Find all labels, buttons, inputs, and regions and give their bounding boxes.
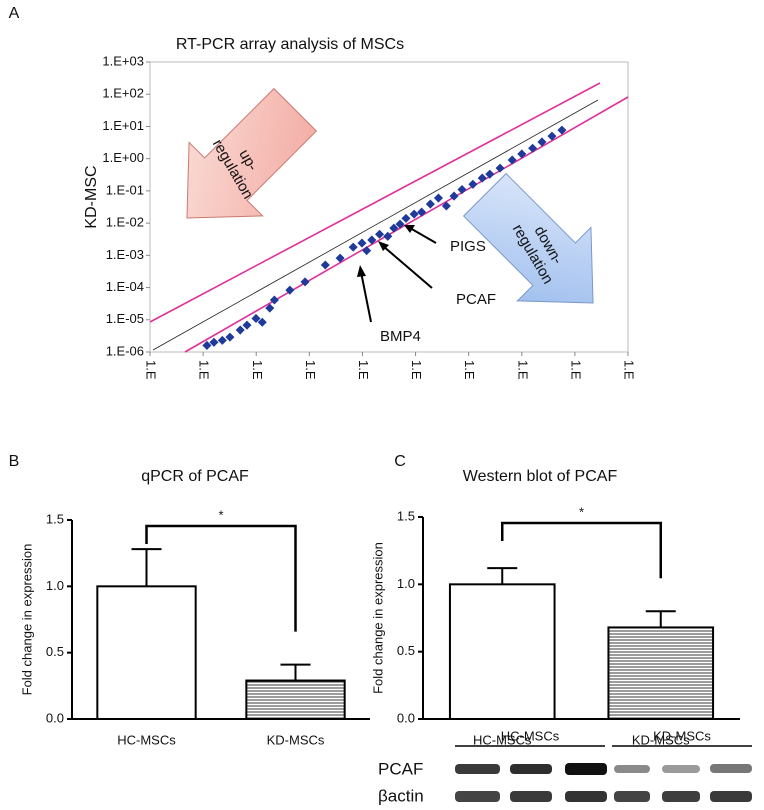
- x-tick-label: 1.E: [144, 360, 159, 380]
- y-tick-label: 1.E-04: [106, 279, 144, 294]
- y-tick-label: 1.E-02: [106, 215, 144, 230]
- x-tick-label: KD-MSCs: [267, 732, 325, 747]
- bar: [245, 679, 346, 721]
- data-point: [251, 313, 261, 323]
- chart-title: RT-PCR array analysis of MSCs: [176, 36, 404, 53]
- data-point: [375, 229, 385, 239]
- x-tick-label: 1.E: [303, 360, 318, 380]
- up-arrow: [186, 87, 318, 219]
- y-tick-label: 0.0: [46, 710, 64, 725]
- blot-group-label: KD-MSCs: [653, 728, 711, 743]
- data-point: [495, 163, 505, 173]
- data-point: [485, 169, 495, 179]
- y-tick-label: 0.5: [397, 643, 415, 658]
- threshold-line: [149, 82, 601, 323]
- data-point: [217, 335, 227, 345]
- data-point: [425, 199, 435, 209]
- data-point: [242, 320, 252, 330]
- data-point: [225, 332, 235, 342]
- x-tick-label: 1.E: [622, 360, 637, 380]
- y-tick-label: 1.5: [397, 508, 415, 523]
- data-point: [528, 143, 538, 153]
- x-tick-label: 1.E: [356, 360, 371, 380]
- significance-label: *: [579, 504, 584, 519]
- x-tick-label: 1.E: [515, 360, 530, 380]
- annotation: PCAF: [456, 291, 496, 308]
- data-point: [209, 337, 219, 347]
- y-tick-label: 1.0: [46, 578, 64, 593]
- y-tick-label: 1.E-03: [106, 247, 144, 262]
- y-tick-label: 1.E-01: [106, 182, 144, 197]
- plot-frame: [149, 61, 629, 353]
- data-point: [348, 242, 358, 252]
- x-tick-label: 1.E: [462, 360, 477, 380]
- data-point: [433, 193, 443, 203]
- y-axis-label: Fold change in expression: [370, 542, 385, 694]
- data-point: [362, 246, 372, 256]
- y-tick-label: 1.E-05: [106, 311, 144, 326]
- data-point: [335, 253, 345, 263]
- annotation-arrows: [357, 225, 437, 323]
- blot-row-label: βactin: [378, 786, 424, 805]
- bar: [607, 626, 715, 721]
- data-point: [417, 207, 427, 217]
- bar: [448, 583, 556, 720]
- significance-bracket: [501, 521, 662, 579]
- x-tick-label: 1.E: [409, 360, 424, 380]
- panel-label: C: [394, 453, 406, 470]
- blot-row-label: PCAF: [378, 759, 423, 778]
- x-tick-label: 1.E: [568, 360, 583, 380]
- data-point: [457, 185, 467, 195]
- annotation: PIGS: [450, 238, 486, 255]
- panel-label: B: [9, 453, 20, 470]
- annotation: BMP4: [380, 328, 421, 345]
- data-point: [507, 155, 517, 165]
- y-tick-label: 1.E-06: [106, 343, 144, 358]
- y-tick-label: 1.E+01: [102, 118, 144, 133]
- data-point: [320, 260, 330, 270]
- data-point: [537, 137, 547, 147]
- x-tick-label: 1.E: [197, 360, 212, 380]
- x-tick-label: HC-MSCs: [473, 732, 532, 747]
- data-point: [357, 238, 367, 248]
- blot-bands: [455, 763, 752, 802]
- significance-bracket: [145, 524, 297, 632]
- y-tick-label: 1.E+02: [102, 86, 144, 101]
- data-point: [477, 173, 487, 183]
- x-tick-label: KD-MSCs: [632, 732, 690, 747]
- y-tick-label: 0.0: [397, 710, 415, 725]
- down-arrow: [462, 172, 594, 304]
- chart-title: qPCR of PCAF: [141, 468, 249, 485]
- data-point: [202, 340, 212, 350]
- chart-title: Western blot of PCAF: [463, 468, 618, 485]
- data-point: [401, 213, 411, 223]
- data-point: [409, 209, 419, 219]
- y-tick-label: 1.E+03: [102, 53, 144, 68]
- data-point: [449, 191, 459, 201]
- y-axis-label: Fold change in expression: [19, 544, 34, 696]
- identity-line: [152, 99, 599, 351]
- blot-group-label: HC-MSCs: [501, 728, 560, 743]
- bar: [96, 585, 197, 720]
- y-tick-label: 1.E+00: [102, 150, 144, 165]
- y-tick-label: 1.5: [46, 511, 64, 526]
- panel-label: A: [9, 5, 20, 22]
- threshold-line: [184, 96, 629, 353]
- data-point: [235, 325, 245, 335]
- significance-label: *: [218, 507, 223, 522]
- y-axis-label: KD-MSC: [83, 165, 100, 228]
- y-tick-label: 0.5: [46, 644, 64, 659]
- y-tick-label: 1.0: [397, 576, 415, 591]
- x-tick-label: HC-MSCs: [117, 732, 176, 747]
- x-tick-label: 1.E: [250, 360, 265, 380]
